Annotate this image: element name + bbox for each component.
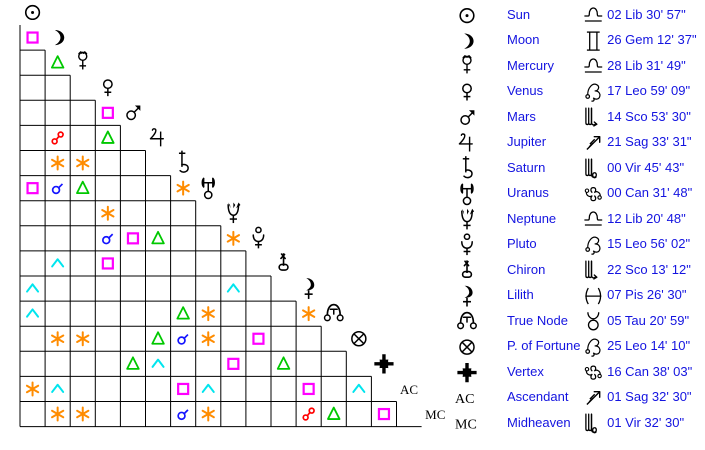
svg-text:AC: AC [400, 382, 418, 397]
svg-text:MC: MC [425, 407, 445, 422]
svg-text:AC: AC [455, 392, 474, 407]
svg-text:MC: MC [455, 418, 477, 433]
